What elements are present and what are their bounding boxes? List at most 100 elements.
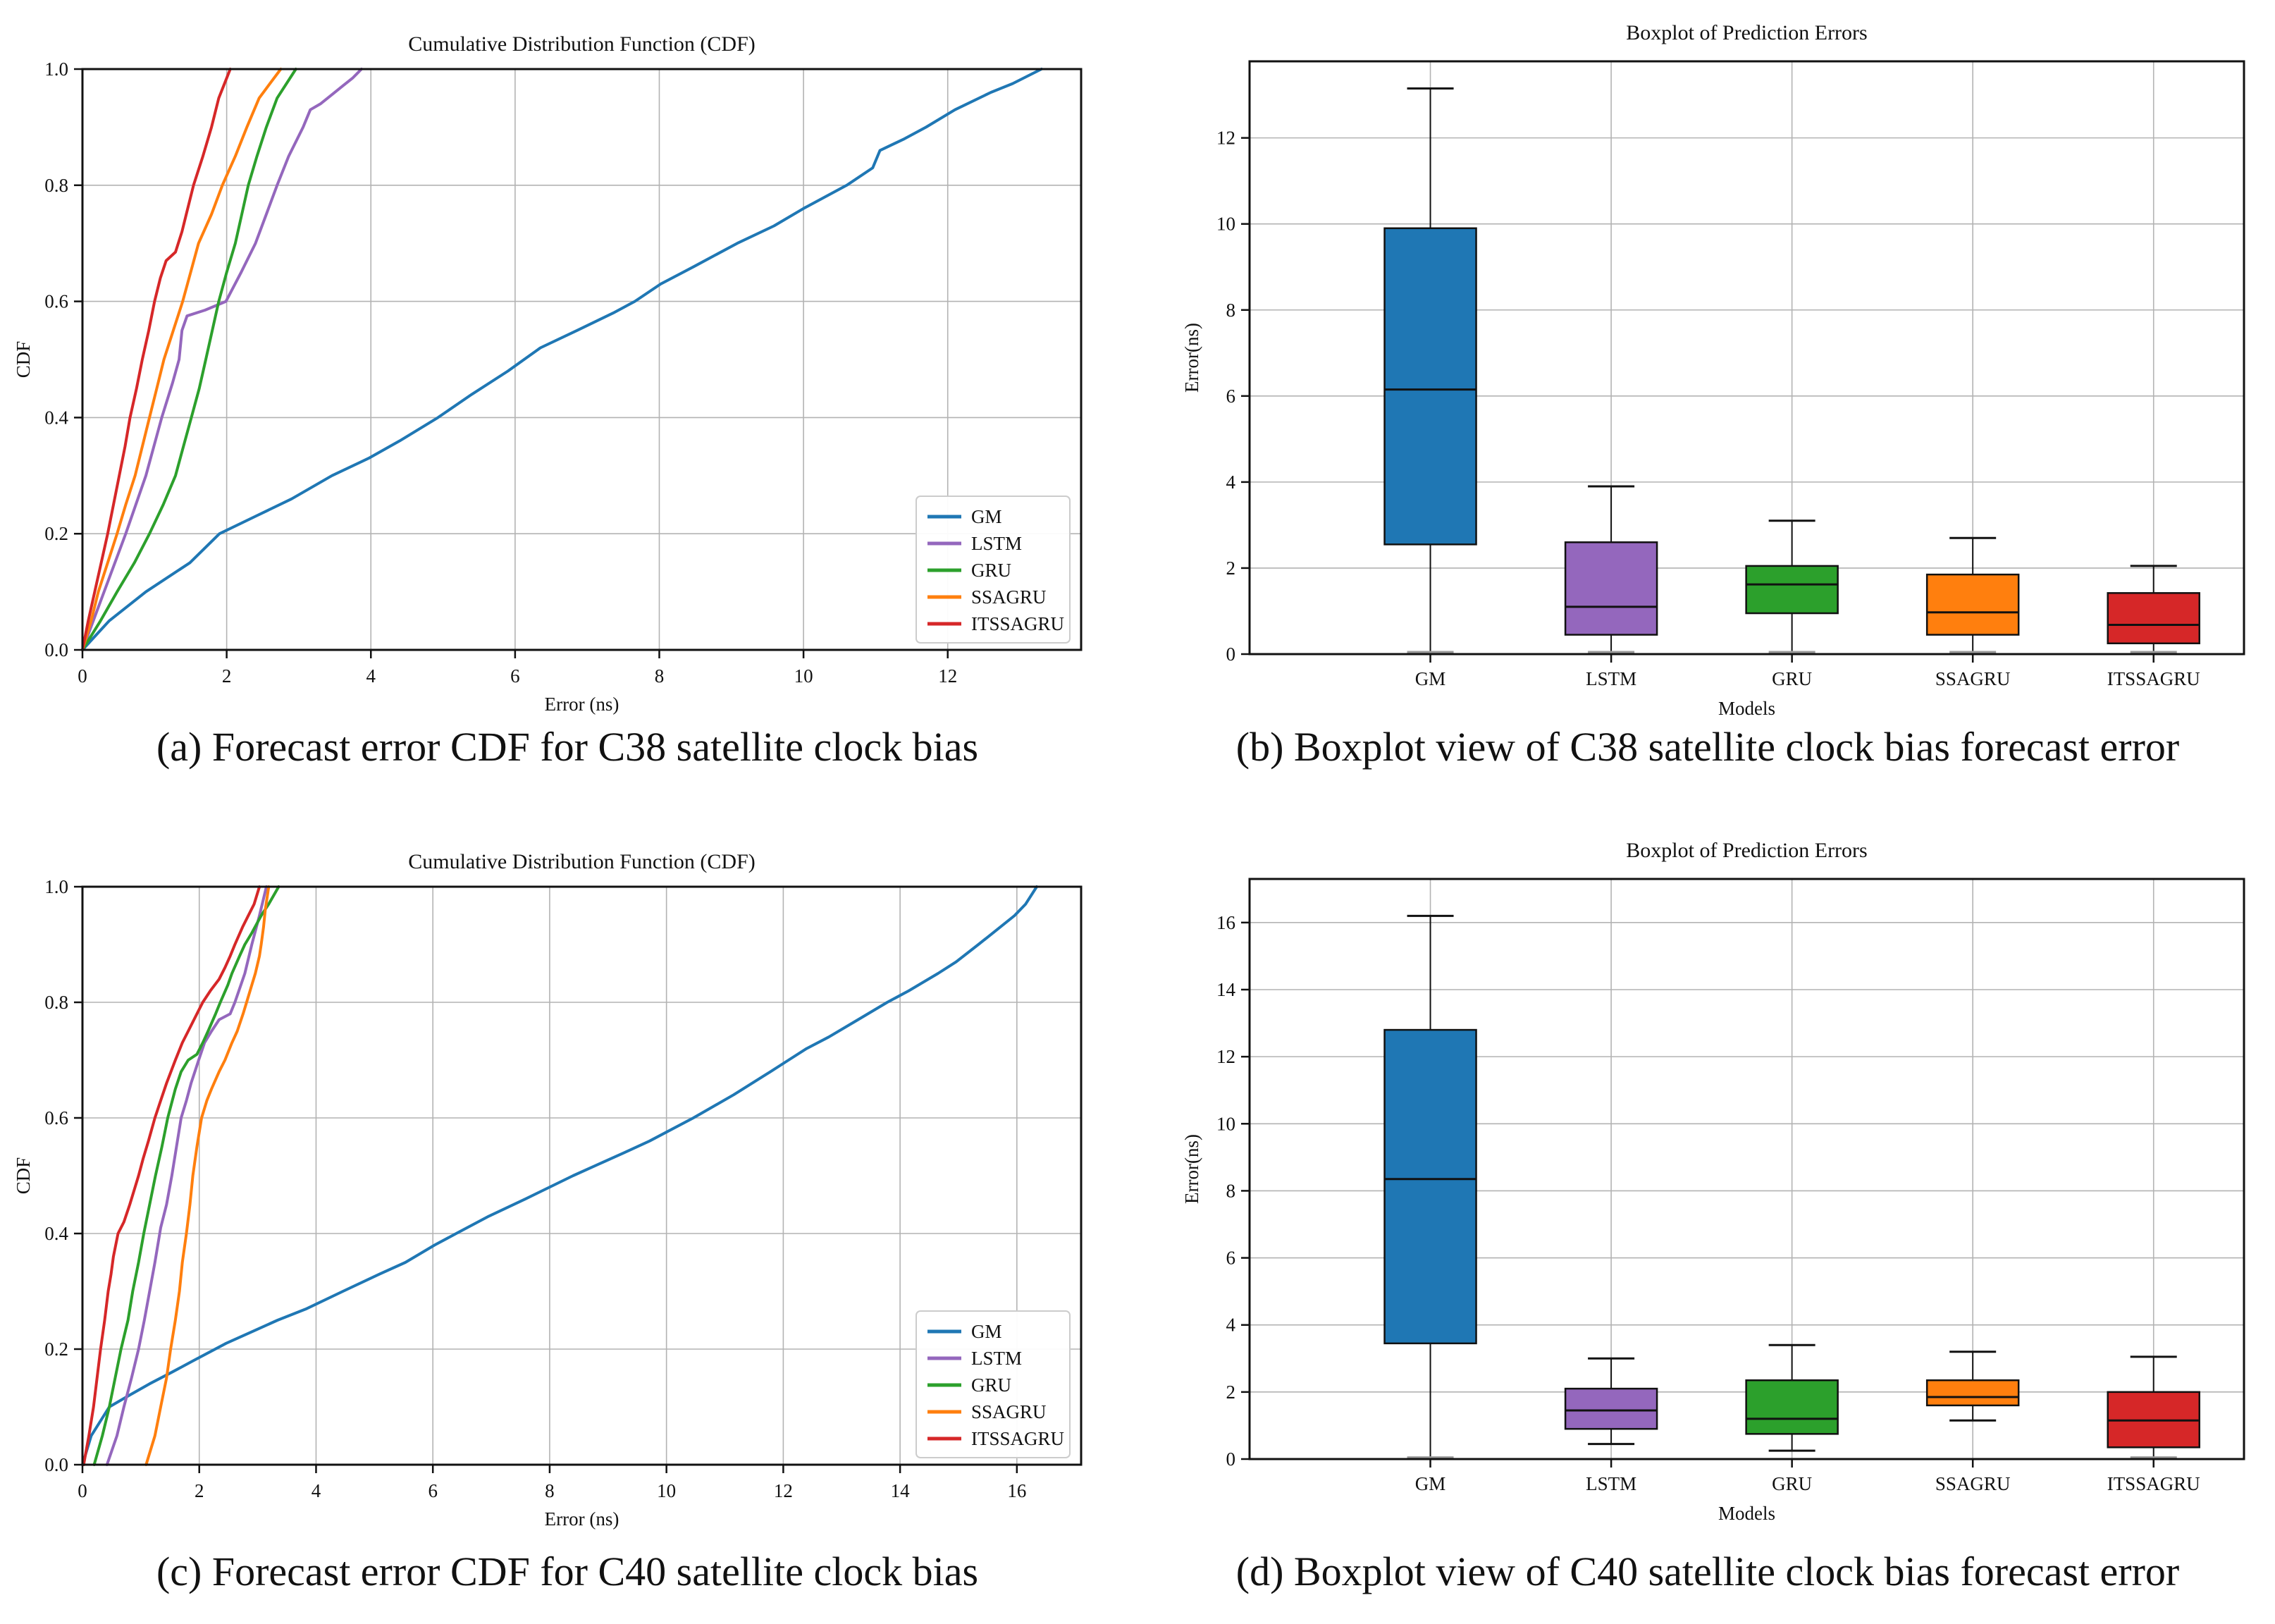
x-category-label-GM: GM bbox=[1415, 1473, 1446, 1494]
iqr-box-SSAGRU bbox=[1925, 573, 2020, 636]
x-tick-label: 16 bbox=[1007, 1480, 1026, 1501]
y-tick-label: 0.6 bbox=[44, 291, 68, 312]
series-line-GRU bbox=[81, 68, 297, 651]
y-axis-label: Error(ns) bbox=[1181, 323, 1202, 393]
boxes bbox=[1383, 87, 2200, 653]
y-tick-label: 1.0 bbox=[44, 59, 68, 80]
iqr-box-LSTM bbox=[1564, 1387, 1658, 1430]
x-category-label-SSAGRU: SSAGRU bbox=[1935, 1473, 2011, 1494]
plot-frame bbox=[81, 885, 1083, 1466]
x-tick-label: 8 bbox=[545, 1480, 555, 1501]
y-tick-label: 0.6 bbox=[44, 1107, 68, 1128]
y-tick-label: 2 bbox=[1226, 558, 1236, 579]
legend-item-GM: GM bbox=[927, 506, 1002, 527]
y-tick-label: 14 bbox=[1216, 979, 1236, 1000]
chart-title: Boxplot of Prediction Errors bbox=[1626, 839, 1867, 862]
y-tick-label: 0.2 bbox=[44, 523, 68, 544]
y-axis-label: CDF bbox=[13, 341, 34, 379]
iqr-box-GRU bbox=[1745, 565, 1839, 615]
x-tick-label: 6 bbox=[510, 665, 520, 687]
legend-item-SSAGRU: SSAGRU bbox=[927, 586, 1047, 608]
box-ITSSAGRU bbox=[2107, 565, 2200, 653]
x-category-label-ITSSAGRU: ITSSAGRU bbox=[2107, 668, 2200, 689]
series-line-ITSSAGRU bbox=[82, 885, 261, 1466]
x-tick-label: 4 bbox=[312, 1480, 321, 1501]
iqr-box-LSTM bbox=[1564, 541, 1658, 636]
cdf-chart-c38: 0 2 4 6 8 10 12 0.0 0.2 0.4 0.6 0.8 1.0 Cumulative Di… bbox=[13, 32, 1083, 715]
legend: GM LSTM GRU SSAGRU ITSSAGRU bbox=[915, 496, 1071, 644]
y-tick-label: 0.4 bbox=[44, 1223, 68, 1244]
legend-label-LSTM: LSTM bbox=[971, 533, 1022, 554]
box-GRU bbox=[1745, 1343, 1839, 1452]
legend-label-LSTM: LSTM bbox=[971, 1348, 1022, 1369]
axis-ticks: 0 2 4 6 8 10 12 14 16 0.0 0.2 0.4 0.6 0.8 1.0 bbox=[44, 876, 1026, 1501]
y-axis-label: CDF bbox=[13, 1157, 34, 1195]
x-tick-label: 10 bbox=[794, 665, 813, 687]
legend-item-ITSSAGRU: ITSSAGRU bbox=[927, 613, 1064, 634]
grid bbox=[82, 887, 1081, 1465]
x-axis-label: Error (ns) bbox=[545, 1508, 619, 1530]
legend-label-ITSSAGRU: ITSSAGRU bbox=[971, 1428, 1064, 1449]
plot-frame bbox=[1248, 878, 2245, 1460]
boxes bbox=[1383, 914, 2200, 1459]
y-tick-label: 0.4 bbox=[44, 407, 68, 428]
x-category-label-GRU: GRU bbox=[1772, 1473, 1812, 1494]
y-tick-label: 1.0 bbox=[44, 876, 68, 897]
legend-label-ITSSAGRU: ITSSAGRU bbox=[971, 613, 1064, 634]
x-tick-label: 2 bbox=[195, 1480, 204, 1501]
box-GM bbox=[1383, 914, 1477, 1459]
box-SSAGRU bbox=[1925, 536, 2020, 653]
legend-item-GRU: GRU bbox=[927, 560, 1011, 581]
series-line-SSAGRU bbox=[81, 68, 283, 651]
series-line-ITSSAGRU bbox=[81, 68, 232, 651]
iqr-box-SSAGRU bbox=[1925, 1379, 2020, 1407]
legend-item-ITSSAGRU: ITSSAGRU bbox=[927, 1428, 1064, 1449]
box-LSTM bbox=[1564, 485, 1658, 653]
cdf-series bbox=[81, 68, 1043, 651]
y-tick-label: 0.8 bbox=[44, 175, 68, 196]
legend-item-GRU: GRU bbox=[927, 1374, 1011, 1396]
x-axis-label: Models bbox=[1718, 698, 1775, 719]
plot-frame bbox=[81, 68, 1083, 651]
y-tick-label: 0 bbox=[1226, 644, 1236, 665]
y-tick-label: 16 bbox=[1216, 912, 1235, 933]
y-tick-label: 10 bbox=[1216, 1113, 1235, 1134]
series-line-SSAGRU bbox=[144, 885, 271, 1466]
box-GRU bbox=[1745, 519, 1839, 653]
y-tick-label: 0.0 bbox=[44, 1454, 68, 1475]
box-LSTM bbox=[1564, 1357, 1658, 1446]
x-tick-label: 8 bbox=[655, 665, 665, 687]
x-category-label-LSTM: LSTM bbox=[1586, 1473, 1636, 1494]
cdf-chart-c40: 0 2 4 6 8 10 12 14 16 0.0 0.2 0.4 0.6 0.8 1.0 Cumulativ… bbox=[13, 850, 1083, 1530]
x-category-label-LSTM: LSTM bbox=[1586, 668, 1636, 689]
series-line-LSTM bbox=[81, 68, 363, 651]
y-tick-label: 2 bbox=[1226, 1382, 1236, 1403]
axis-ticks: 0 2 4 6 8 10 12 GM LSTM GRU SSAGRU ITSSAGRU bbox=[1216, 128, 2200, 689]
y-tick-label: 8 bbox=[1226, 1180, 1236, 1201]
legend-label-GRU: GRU bbox=[971, 1374, 1011, 1396]
legend-label-GM: GM bbox=[971, 506, 1002, 527]
y-tick-label: 4 bbox=[1226, 1315, 1236, 1336]
x-tick-label: 14 bbox=[891, 1480, 911, 1501]
x-category-label-SSAGRU: SSAGRU bbox=[1935, 668, 2011, 689]
boxplot-chart-c38: 0 2 4 6 8 10 12 GM LSTM GRU SSAGRU ITSSAGRU Boxplot … bbox=[1181, 21, 2245, 719]
caption-a: (a) Forecast error CDF for C38 satellite… bbox=[156, 724, 979, 770]
legend-label-GM: GM bbox=[971, 1321, 1002, 1342]
chart-title: Cumulative Distribution Function (CDF) bbox=[408, 32, 756, 56]
series-line-LSTM bbox=[105, 885, 268, 1466]
x-tick-label: 4 bbox=[366, 665, 376, 687]
y-tick-label: 0.8 bbox=[44, 992, 68, 1013]
series-line-GRU bbox=[92, 885, 280, 1466]
x-tick-label: 12 bbox=[938, 665, 957, 687]
chart-title: Boxplot of Prediction Errors bbox=[1626, 21, 1867, 44]
iqr-box-GM bbox=[1383, 1028, 1477, 1345]
chart-title: Cumulative Distribution Function (CDF) bbox=[408, 850, 756, 873]
y-tick-label: 6 bbox=[1226, 1248, 1236, 1269]
box-GM bbox=[1383, 87, 1477, 653]
x-axis-label: Error (ns) bbox=[545, 694, 619, 715]
x-tick-label: 2 bbox=[222, 665, 232, 687]
legend-label-SSAGRU: SSAGRU bbox=[971, 1401, 1047, 1422]
box-ITSSAGRU bbox=[2107, 1355, 2200, 1459]
x-tick-label: 0 bbox=[78, 1480, 87, 1501]
